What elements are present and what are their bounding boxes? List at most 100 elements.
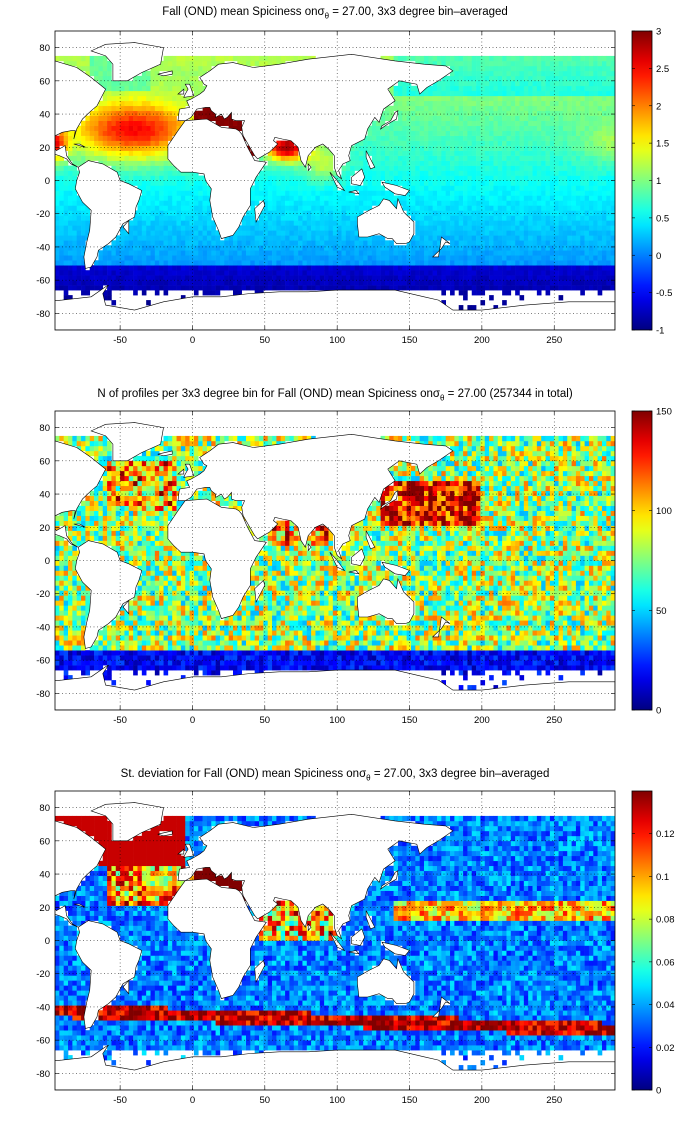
heatmap-cell bbox=[393, 55, 399, 62]
heatmap-cell bbox=[141, 275, 147, 281]
heatmap-cell bbox=[81, 120, 86, 126]
heatmap-cell bbox=[588, 90, 594, 97]
heatmap-cell bbox=[59, 210, 64, 216]
heatmap-cell bbox=[423, 250, 429, 256]
heatmap-cell bbox=[450, 210, 455, 216]
heatmap-cell bbox=[163, 95, 169, 102]
heatmap-cell bbox=[137, 215, 143, 221]
heatmap-cell bbox=[593, 185, 598, 191]
heatmap-cell bbox=[163, 250, 169, 256]
heatmap-cell bbox=[237, 250, 242, 256]
heatmap-cell bbox=[176, 285, 182, 291]
heatmap-cell bbox=[554, 95, 559, 102]
heatmap-cell bbox=[463, 200, 468, 206]
heatmap-cell bbox=[315, 145, 321, 151]
heatmap-cell bbox=[484, 235, 490, 241]
heatmap-cell bbox=[55, 210, 60, 216]
heatmap-cell bbox=[68, 600, 73, 606]
heatmap-cell bbox=[584, 210, 590, 216]
heatmap-cell bbox=[601, 155, 607, 161]
heatmap-cell bbox=[502, 75, 507, 82]
heatmap-cell bbox=[562, 225, 568, 231]
heatmap-cell bbox=[315, 190, 321, 196]
heatmap-cell bbox=[63, 140, 69, 146]
heatmap-cell bbox=[185, 285, 190, 291]
heatmap-cell bbox=[133, 265, 138, 271]
heatmap-cell bbox=[484, 120, 490, 126]
heatmap-cell bbox=[493, 195, 499, 201]
heatmap-cell bbox=[571, 150, 577, 156]
heatmap-cell bbox=[432, 55, 438, 62]
heatmap-cell bbox=[575, 225, 581, 231]
heatmap-cell bbox=[571, 200, 577, 206]
heatmap-cell bbox=[423, 235, 429, 241]
heatmap-cell bbox=[467, 280, 473, 286]
heatmap-cell bbox=[259, 260, 264, 266]
heatmap-cell bbox=[510, 245, 516, 251]
heatmap-cell bbox=[519, 230, 525, 236]
heatmap-cell bbox=[575, 190, 581, 196]
heatmap-cell bbox=[358, 280, 364, 286]
heatmap-cell bbox=[215, 285, 221, 291]
heatmap-cell bbox=[545, 55, 551, 62]
heatmap-cell bbox=[554, 240, 559, 246]
heatmap-cell bbox=[376, 120, 381, 126]
heatmap-cell bbox=[180, 75, 186, 82]
heatmap-cell bbox=[311, 200, 316, 206]
heatmap-cell bbox=[81, 520, 86, 526]
heatmap-cell bbox=[328, 215, 334, 221]
heatmap-cell bbox=[610, 160, 615, 166]
heatmap-cell bbox=[480, 255, 486, 261]
heatmap-cell bbox=[319, 255, 325, 261]
heatmap-cell bbox=[571, 215, 577, 221]
heatmap-cell bbox=[311, 255, 316, 261]
heatmap-cell bbox=[467, 80, 473, 87]
heatmap-cell bbox=[480, 145, 486, 151]
heatmap-cell bbox=[402, 130, 407, 136]
heatmap-cell bbox=[315, 270, 321, 276]
heatmap-cell bbox=[198, 225, 203, 231]
heatmap-cell bbox=[567, 140, 572, 146]
heatmap-cell bbox=[567, 100, 572, 107]
heatmap-cell bbox=[506, 260, 512, 266]
heatmap-cell bbox=[415, 100, 420, 107]
heatmap-cell bbox=[480, 210, 486, 216]
heatmap-cell bbox=[146, 70, 151, 77]
heatmap-cell bbox=[380, 190, 386, 196]
heatmap-cell bbox=[467, 70, 473, 77]
heatmap-cell bbox=[163, 100, 169, 107]
heatmap-cell bbox=[167, 100, 173, 107]
heatmap-cell bbox=[59, 535, 64, 541]
heatmap-cell bbox=[319, 150, 325, 156]
heatmap-cell bbox=[55, 140, 60, 146]
heatmap-cell bbox=[72, 540, 78, 546]
heatmap-cell bbox=[280, 230, 286, 236]
heatmap-cell bbox=[588, 225, 594, 231]
heatmap-cell bbox=[167, 200, 173, 206]
heatmap-cell bbox=[497, 65, 503, 72]
heatmap-cell bbox=[376, 280, 381, 286]
heatmap-cell bbox=[389, 250, 394, 256]
heatmap-cell bbox=[120, 165, 125, 171]
heatmap-cell bbox=[497, 130, 503, 136]
heatmap-cell bbox=[341, 275, 347, 281]
heatmap-cell bbox=[285, 260, 290, 266]
heatmap-cell bbox=[380, 130, 386, 136]
heatmap-cell bbox=[206, 245, 212, 251]
heatmap-cell bbox=[133, 160, 138, 166]
heatmap-cell bbox=[588, 95, 594, 102]
heatmap-cell bbox=[458, 305, 464, 311]
heatmap-cell bbox=[541, 185, 546, 191]
heatmap-cell bbox=[450, 275, 455, 281]
heatmap-cell bbox=[588, 250, 594, 256]
heatmap-cell bbox=[350, 160, 355, 166]
heatmap-cell bbox=[180, 65, 186, 72]
heatmap-cell bbox=[497, 200, 503, 206]
heatmap-cell bbox=[393, 90, 399, 97]
heatmap-cell bbox=[476, 60, 481, 67]
heatmap-cell bbox=[593, 115, 598, 121]
heatmap-cell bbox=[198, 245, 203, 251]
heatmap-cell bbox=[246, 260, 251, 266]
heatmap-cell bbox=[597, 55, 603, 62]
heatmap-cell bbox=[467, 305, 473, 311]
